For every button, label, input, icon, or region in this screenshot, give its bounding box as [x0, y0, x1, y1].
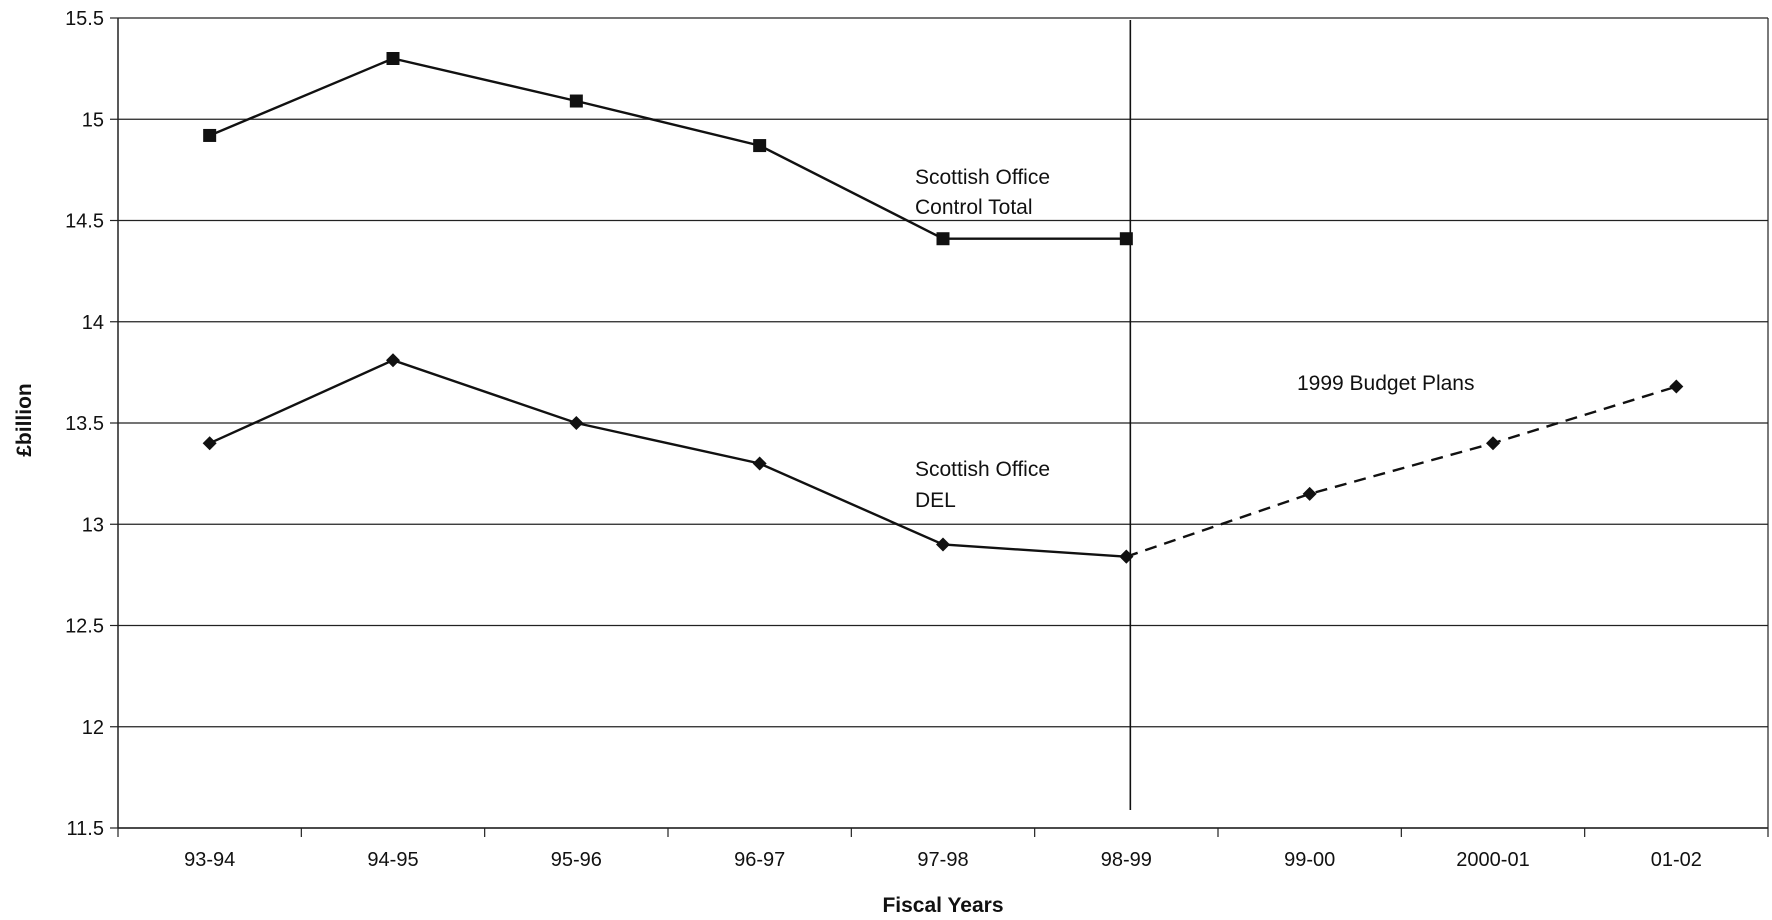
- y-tick-labels: 11.5 12 12.5 13 13.5 14 14.5 15 15.5: [65, 8, 104, 840]
- annotation-control-total-line2: Control Total: [915, 196, 1033, 219]
- y-tick-label: 12: [82, 717, 104, 739]
- y-tick-label: 14.5: [65, 211, 104, 233]
- x-tick-label: 93-94: [184, 849, 235, 871]
- x-tick-label: 94-95: [367, 849, 418, 871]
- series-point-diamond: [202, 436, 217, 451]
- x-tick-label: 2000-01: [1456, 849, 1529, 871]
- series-point-diamond: [1302, 486, 1317, 501]
- series-point-diamond: [1669, 379, 1684, 394]
- annotation-budget-plans: 1999 Budget Plans: [1297, 372, 1474, 395]
- axes: [110, 17, 1769, 837]
- annotation-del-line1: Scottish Office: [915, 458, 1050, 481]
- y-tick-label: 15.5: [65, 8, 104, 30]
- annotation-del-line2: DEL: [915, 489, 956, 512]
- series-point-square: [569, 94, 583, 108]
- x-tick-label: 97-98: [917, 849, 968, 871]
- series-line-0: [209, 57, 1127, 240]
- series-point-diamond: [1486, 436, 1500, 451]
- x-tick-labels: 93-94 94-95 95-96 96-97 97-98 98-99 99-00 2000-…: [184, 849, 1702, 871]
- series-point-square: [203, 128, 217, 142]
- series-point-diamond: [386, 353, 400, 368]
- series-point-square: [1119, 232, 1133, 246]
- annotation-control-total-line1: Scottish Office: [915, 166, 1050, 189]
- series: [202, 20, 1684, 810]
- x-axis-title: Fiscal Years: [882, 894, 1003, 917]
- series-point-square: [753, 139, 767, 153]
- y-axis-title: £billion: [13, 383, 36, 457]
- y-tick-label: 11.5: [67, 818, 104, 840]
- x-tick-label: 95-96: [551, 849, 602, 871]
- y-tick-label: 12.5: [65, 616, 104, 638]
- y-tick-label: 14: [82, 312, 104, 334]
- y-tick-label: 13: [82, 514, 104, 536]
- series-point-square: [936, 232, 950, 246]
- x-tick-label: 98-99: [1101, 849, 1152, 871]
- x-tick-label: 01-02: [1651, 849, 1702, 871]
- x-tick-label: 96-97: [734, 849, 785, 871]
- grid-lines: [118, 17, 1768, 829]
- series-point-square: [386, 52, 400, 65]
- y-tick-label: 15: [82, 109, 104, 131]
- series-point-diamond: [569, 416, 584, 430]
- y-tick-label: 13.5: [65, 413, 104, 435]
- series-point-diamond: [936, 537, 950, 552]
- series-line-1: [209, 358, 1127, 558]
- series-line-2: [1125, 385, 1677, 558]
- series-point-diamond: [1119, 549, 1134, 564]
- series-point-diamond: [752, 456, 767, 471]
- x-tick-label: 99-00: [1284, 849, 1335, 871]
